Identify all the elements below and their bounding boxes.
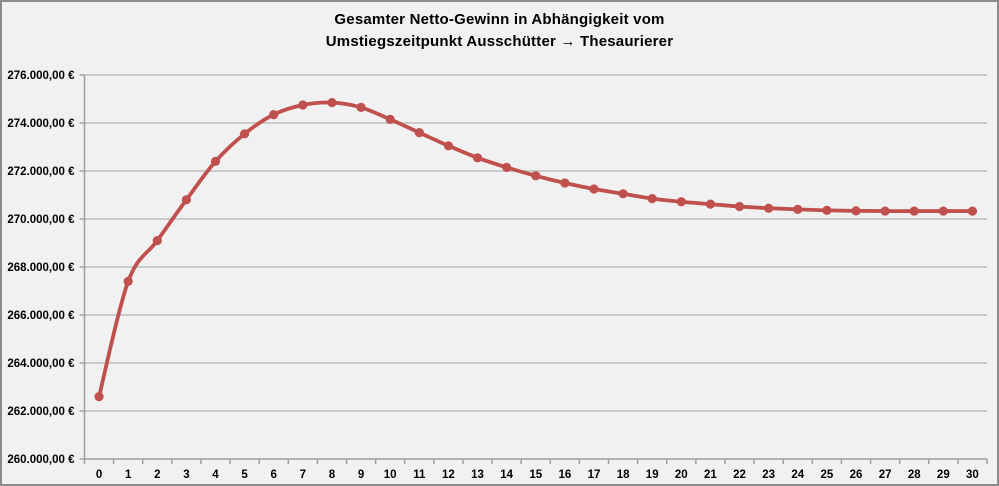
data-point bbox=[618, 189, 628, 199]
x-axis-label: 6 bbox=[271, 469, 277, 481]
data-point bbox=[909, 206, 919, 216]
data-point bbox=[880, 206, 890, 216]
y-axis-label: 272.000,00 € bbox=[7, 166, 75, 178]
x-axis-label: 12 bbox=[442, 469, 455, 481]
data-point bbox=[327, 98, 337, 108]
series-line bbox=[97, 100, 975, 399]
data-point bbox=[560, 178, 570, 188]
x-axis-label: 10 bbox=[384, 469, 397, 481]
x-axis-label: 5 bbox=[241, 469, 248, 481]
x-axis-label: 17 bbox=[588, 469, 601, 481]
data-point bbox=[298, 100, 308, 110]
x-axis-label: 24 bbox=[791, 469, 804, 481]
data-point bbox=[414, 128, 424, 138]
data-point bbox=[356, 102, 366, 112]
x-axis-label: 23 bbox=[762, 469, 775, 481]
x-axis-label: 22 bbox=[733, 469, 746, 481]
x-axis-label: 11 bbox=[413, 469, 426, 481]
data-point bbox=[240, 129, 250, 139]
y-axis-label: 262.000,00 € bbox=[7, 406, 75, 418]
x-axis-label: 7 bbox=[300, 469, 306, 481]
y-axis-label: 264.000,00 € bbox=[7, 358, 75, 370]
y-axis-label: 268.000,00 € bbox=[7, 262, 75, 274]
y-axis-label: 276.000,00 € bbox=[7, 70, 75, 82]
data-point bbox=[443, 141, 454, 151]
y-axis-label: 260.000,00 € bbox=[7, 454, 75, 466]
data-point bbox=[676, 197, 686, 207]
data-point bbox=[967, 206, 978, 216]
x-axis-label: 14 bbox=[500, 469, 513, 481]
x-axis-label: 1 bbox=[125, 469, 132, 481]
data-point bbox=[94, 392, 104, 402]
data-point bbox=[589, 184, 599, 194]
x-axis-label: 29 bbox=[937, 469, 950, 481]
x-axis-label: 4 bbox=[212, 469, 219, 481]
data-point bbox=[705, 199, 716, 209]
data-point bbox=[734, 201, 745, 212]
data-point bbox=[472, 153, 483, 163]
data-point bbox=[181, 195, 191, 205]
data-point bbox=[385, 114, 395, 124]
data-point bbox=[764, 203, 774, 213]
x-axis-label: 19 bbox=[646, 469, 659, 481]
data-point bbox=[502, 162, 512, 172]
y-axis-label: 266.000,00 € bbox=[7, 310, 75, 322]
x-axis-label: 28 bbox=[908, 469, 921, 481]
x-axis-label: 0 bbox=[96, 469, 102, 481]
x-axis-label: 2 bbox=[154, 469, 160, 481]
x-axis-label: 16 bbox=[558, 469, 571, 481]
x-axis-label: 27 bbox=[879, 469, 892, 481]
x-axis-label: 3 bbox=[183, 469, 189, 481]
data-point bbox=[210, 156, 221, 166]
x-axis-label: 26 bbox=[850, 469, 863, 481]
data-point bbox=[531, 171, 541, 181]
x-axis-label: 8 bbox=[329, 469, 336, 481]
x-axis-label: 25 bbox=[820, 469, 833, 481]
data-point bbox=[938, 206, 948, 216]
data-point bbox=[123, 276, 133, 286]
data-point bbox=[851, 206, 861, 216]
chart-title-line-2: Umstiegszeitpunkt Ausschütter → Thesauri… bbox=[325, 33, 674, 50]
x-axis-label: 18 bbox=[617, 469, 630, 481]
x-axis-label: 13 bbox=[471, 469, 484, 481]
data-point bbox=[152, 236, 162, 246]
x-axis-label: 20 bbox=[675, 469, 688, 481]
x-axis-label: 21 bbox=[704, 469, 717, 481]
data-point bbox=[793, 204, 803, 214]
y-axis-label: 274.000,00 € bbox=[7, 118, 75, 130]
x-axis-label: 30 bbox=[966, 469, 979, 481]
data-point bbox=[822, 205, 832, 215]
y-axis-label: 270.000,00 € bbox=[7, 214, 75, 226]
chart-title: Gesamter Netto-Gewinn in Abhängigkeit vo… bbox=[2, 9, 997, 53]
data-point bbox=[269, 110, 279, 120]
x-axis-label: 9 bbox=[358, 469, 364, 481]
data-point bbox=[647, 194, 657, 204]
x-axis-label: 15 bbox=[529, 469, 542, 481]
chart-title-line-1: Gesamter Netto-Gewinn in Abhängigkeit vo… bbox=[334, 11, 665, 28]
